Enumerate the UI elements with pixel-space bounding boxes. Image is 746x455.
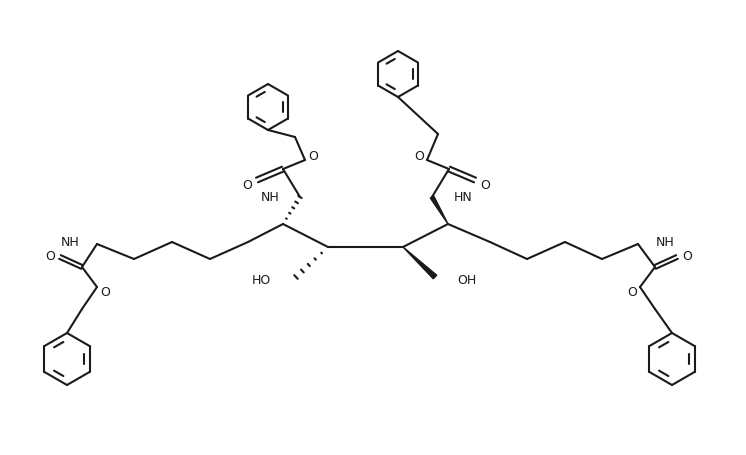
Text: HN: HN [454, 190, 473, 203]
Polygon shape [430, 197, 448, 224]
Text: OH: OH [457, 273, 476, 286]
Text: O: O [45, 249, 55, 262]
Text: O: O [100, 286, 110, 299]
Text: O: O [627, 286, 637, 299]
Text: NH: NH [60, 235, 79, 248]
Text: O: O [308, 149, 318, 162]
Text: NH: NH [261, 190, 280, 203]
Text: O: O [242, 178, 252, 191]
Text: O: O [480, 178, 490, 191]
Text: O: O [414, 149, 424, 162]
Polygon shape [403, 248, 436, 279]
Text: HO: HO [251, 273, 271, 286]
Text: NH: NH [656, 235, 674, 248]
Text: O: O [682, 249, 692, 262]
